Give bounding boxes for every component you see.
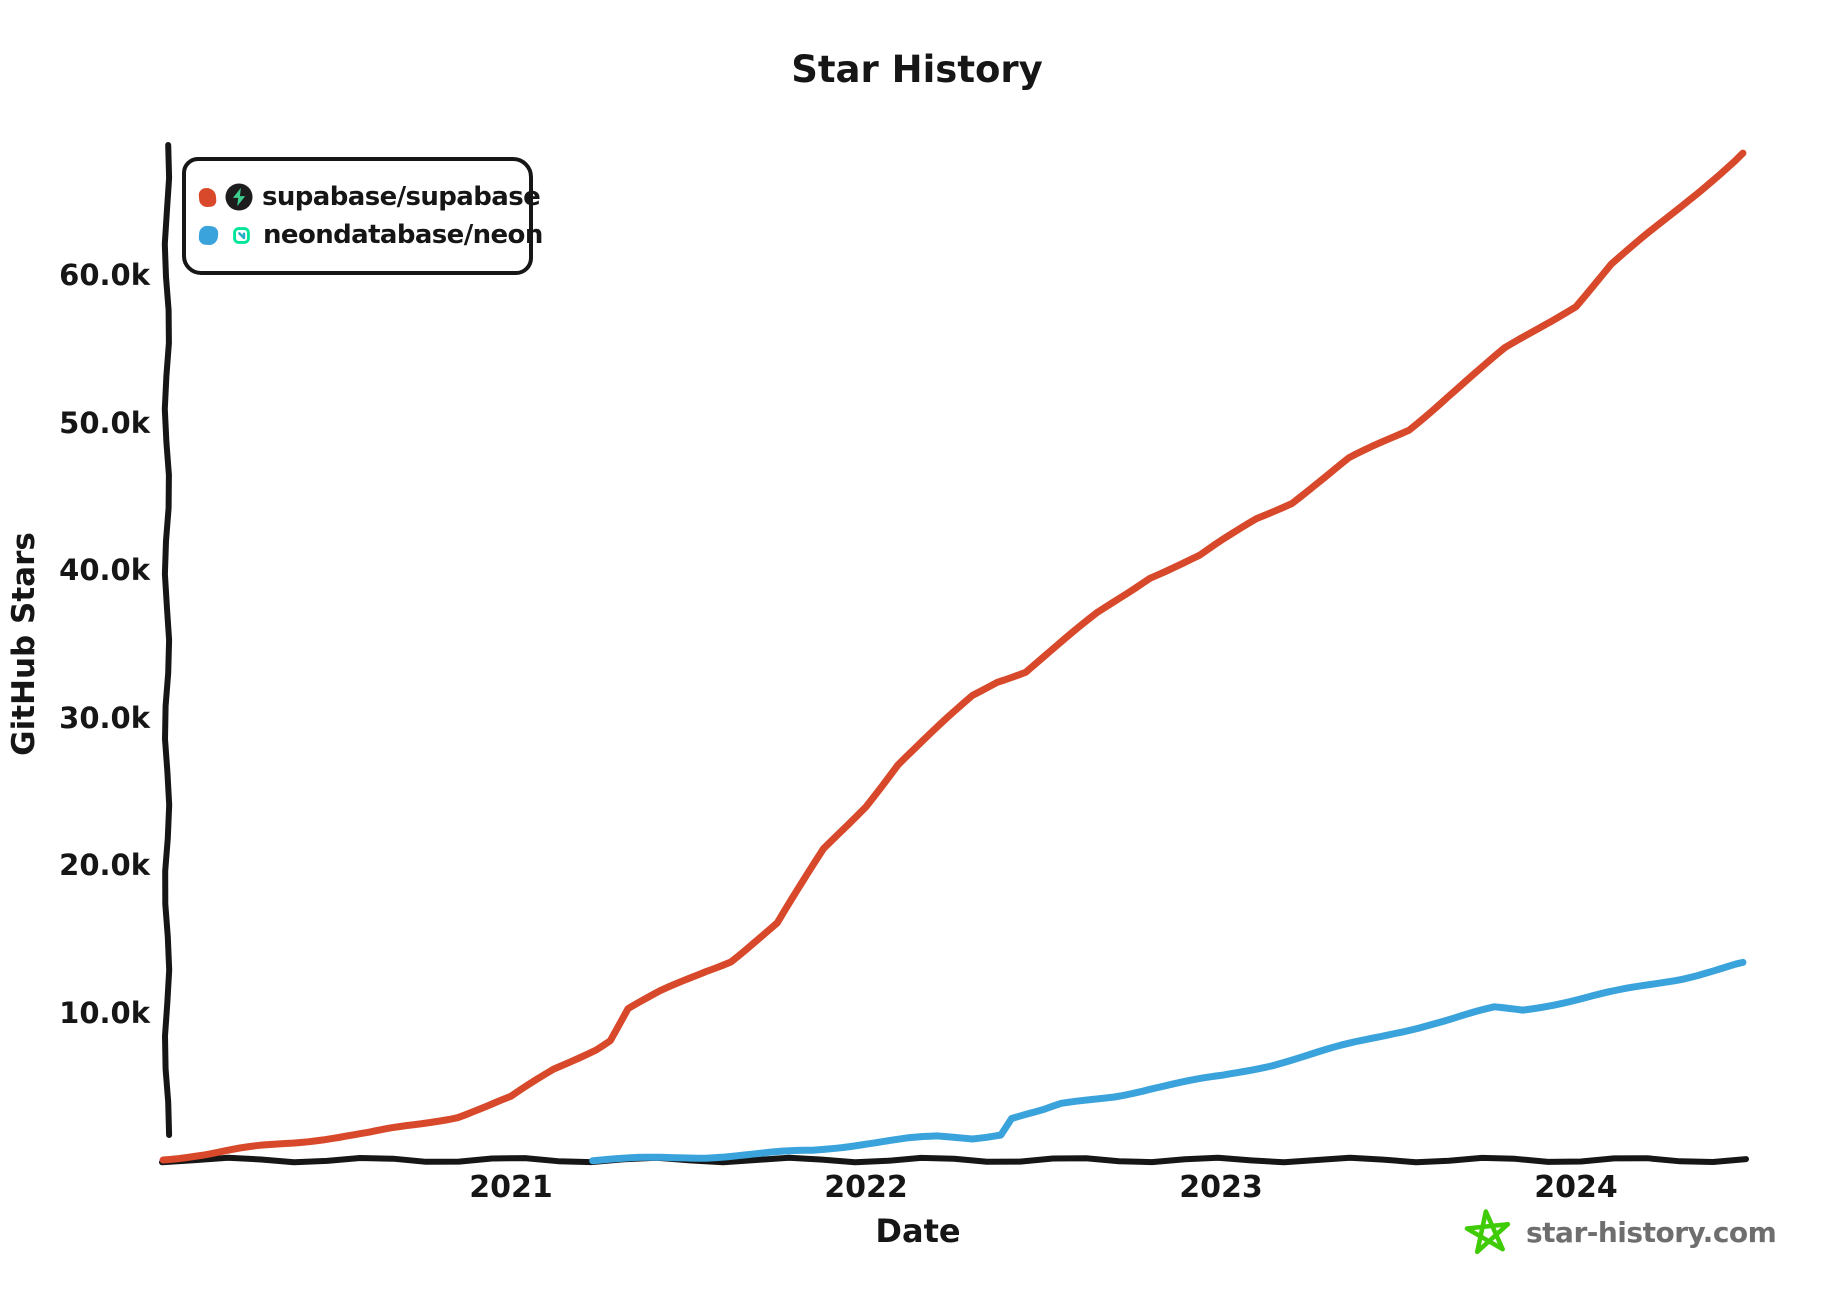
x-axis-title: Date [875,1212,961,1250]
legend-item-supabase[interactable]: supabase/supabase [198,182,541,212]
y-tick-label-50.0k: 50.0k [59,405,150,440]
x-tick-label-2023: 2023 [1179,1170,1263,1205]
x-tick-label-2024: 2024 [1534,1170,1618,1205]
legend-swatch-supabase [198,186,217,208]
legend-label-neon: neondatabase/neon [263,220,543,250]
legend-label-supabase: supabase/supabase [262,182,541,212]
supabase-logo-icon [225,183,253,211]
series-line-supabase-supabase [159,149,1747,1164]
series-line-neondatabase-neon [589,958,1747,1165]
legend-item-neon[interactable]: neondatabase/neon [198,220,543,250]
watermark-link[interactable]: star-history.com [1459,1203,1777,1260]
x-tick-label-2022: 2022 [824,1170,908,1205]
neon-logo-icon [233,226,250,244]
legend-swatch-neon [198,224,219,246]
watermark-text: star-history.com [1526,1215,1777,1249]
y-axis-line [161,142,173,1138]
y-tick-label-30.0k: 30.0k [59,700,150,735]
chart-title: Star History [791,48,1043,91]
y-tick-label-10.0k: 10.0k [59,995,150,1030]
y-tick-label-20.0k: 20.0k [59,848,150,883]
star-doodle-icon [1459,1203,1516,1260]
legend-box: supabase/supabase neondatabase/neon [182,157,543,275]
x-axis-line [159,1154,1749,1166]
x-tick-label-2021: 2021 [469,1170,553,1205]
y-tick-label-60.0k: 60.0k [59,258,150,293]
y-tick-label-40.0k: 40.0k [59,553,150,588]
